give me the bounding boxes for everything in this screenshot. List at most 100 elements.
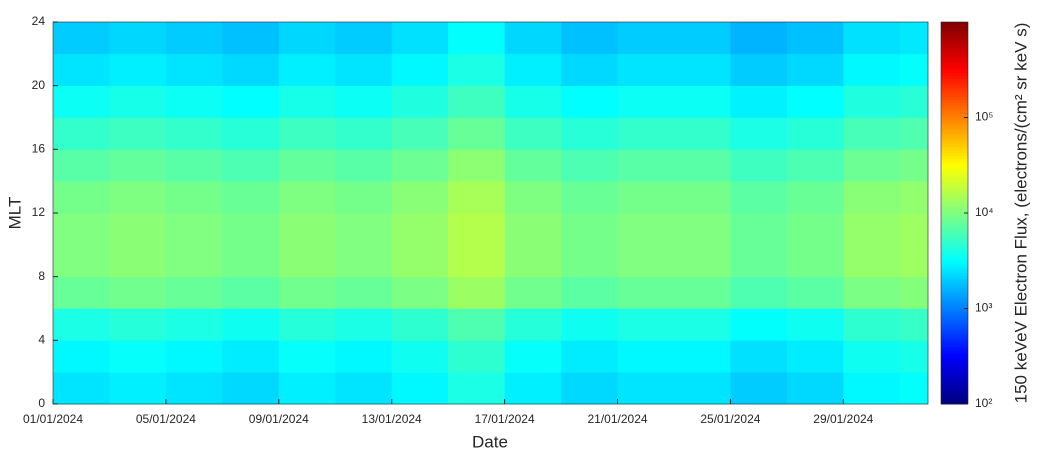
colorbar-segment xyxy=(941,24,968,29)
y-tick-label: 8 xyxy=(38,269,45,283)
heatmap-cell xyxy=(617,53,675,86)
heatmap-cell xyxy=(165,308,223,341)
colorbar-segment xyxy=(941,141,968,145)
colorbar-segment xyxy=(941,69,968,74)
heatmap-cell xyxy=(391,308,449,341)
heatmap-cell xyxy=(899,53,929,86)
heatmap-cell xyxy=(391,276,449,309)
heatmap-cell xyxy=(617,85,675,118)
heatmap-cell xyxy=(335,85,393,118)
heatmap-cell xyxy=(448,276,505,309)
colorbar-segment xyxy=(941,362,968,366)
heatmap-cell xyxy=(109,340,167,373)
colorbar-segment xyxy=(941,257,968,262)
colorbar-segment xyxy=(941,33,968,38)
heatmap-cell xyxy=(109,276,167,309)
x-tick-label: 17/01/2024 xyxy=(475,412,535,426)
colorbar-segment xyxy=(941,108,968,113)
colorbar-segment xyxy=(941,27,968,32)
colorbar-segment xyxy=(941,266,968,271)
colorbar-segment xyxy=(941,63,968,68)
colorbar-segment xyxy=(941,341,968,345)
colorbar-segment xyxy=(941,233,968,238)
colorbar-segment xyxy=(941,57,968,62)
heatmap-cell xyxy=(504,213,562,246)
colorbar-segment xyxy=(941,153,968,157)
colorbar-segment xyxy=(941,159,968,163)
heatmap-cell xyxy=(843,308,901,341)
colorbar-segment xyxy=(941,350,968,354)
heatmap-cell xyxy=(448,149,505,182)
heatmap-cell xyxy=(53,53,110,86)
heatmap-cell xyxy=(730,149,788,182)
heatmap-cell xyxy=(109,372,167,405)
colorbar-segment xyxy=(941,359,968,363)
colorbar-segment xyxy=(941,287,968,292)
heatmap-cell xyxy=(617,181,675,214)
y-tick-label: 4 xyxy=(38,333,45,347)
heatmap-cell xyxy=(673,85,731,118)
heatmap-cell xyxy=(673,149,731,182)
colorbar-segment xyxy=(941,60,968,65)
heatmap-cell xyxy=(786,308,844,341)
heatmap-cell xyxy=(391,117,449,150)
colorbar-segment xyxy=(941,189,968,193)
colorbar-segment xyxy=(941,201,968,205)
heatmap-cell xyxy=(730,372,788,405)
colorbar-segment xyxy=(941,245,968,250)
colorbar-segment xyxy=(941,305,968,309)
heatmap-cell xyxy=(504,308,562,341)
colorbar-segment xyxy=(941,389,968,393)
colorbar-segment xyxy=(941,168,968,172)
heatmap-cell xyxy=(448,372,505,405)
heatmap-cell xyxy=(561,276,618,309)
heatmap-cell xyxy=(448,181,505,214)
colorbar-segment xyxy=(941,174,968,178)
colorbar-segment xyxy=(941,36,968,41)
colorbar-segment xyxy=(941,93,968,98)
heatmap-cell xyxy=(786,340,844,373)
heatmap-cell xyxy=(335,181,393,214)
heatmap-cell xyxy=(335,308,393,341)
heatmap-cell xyxy=(109,117,167,150)
heatmap-cell xyxy=(448,213,505,246)
heatmap-cell xyxy=(335,244,393,277)
colorbar-segment xyxy=(941,353,968,357)
colorbar-segment xyxy=(941,30,968,35)
heatmap-cell xyxy=(53,181,110,214)
colorbar-segment xyxy=(941,248,968,253)
heatmap-cell xyxy=(786,181,844,214)
heatmap-cell xyxy=(899,340,929,373)
heatmap-cell xyxy=(278,276,336,309)
heatmap-cell xyxy=(899,85,929,118)
colorbar-segment xyxy=(941,242,968,247)
colorbar-segment xyxy=(941,195,968,199)
heatmap-cell xyxy=(673,53,731,86)
heatmap-cell xyxy=(786,372,844,405)
colorbar-segment xyxy=(941,186,968,190)
colorbar-segment xyxy=(941,84,968,89)
heatmap-cell xyxy=(165,117,223,150)
heatmap-cell xyxy=(278,340,336,373)
heatmap-cell xyxy=(165,276,223,309)
colorbar-segment xyxy=(941,54,968,59)
heatmap-cell xyxy=(53,244,110,277)
heatmap-cell xyxy=(843,117,901,150)
colorbar-segment xyxy=(941,207,968,211)
colorbar-segment xyxy=(941,281,968,286)
colorbar-segment xyxy=(941,114,968,118)
heatmap-cell xyxy=(617,308,675,341)
colorbar-segment xyxy=(941,147,968,151)
colorbar-segment xyxy=(941,347,968,351)
colorbar-segment xyxy=(941,213,968,217)
heatmap-cell xyxy=(222,213,280,246)
heatmap-cell xyxy=(278,244,336,277)
heatmap-cell xyxy=(165,181,223,214)
colorbar-segment xyxy=(941,117,968,121)
colorbar-segment xyxy=(941,81,968,86)
colorbar-segment xyxy=(941,87,968,92)
heatmap-cell xyxy=(786,117,844,150)
heatmap-cell xyxy=(335,276,393,309)
heatmap-cell xyxy=(448,22,505,55)
heatmap-cell xyxy=(617,22,675,55)
